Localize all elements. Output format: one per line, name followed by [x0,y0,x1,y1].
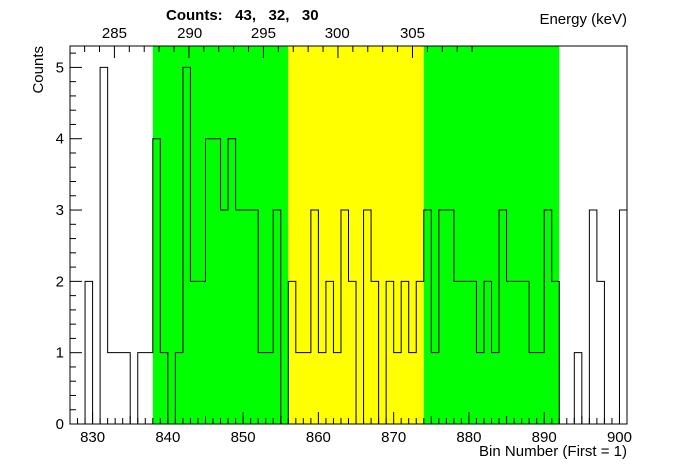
energy-tick-label: 300 [325,25,350,42]
x-tick-label: 880 [456,429,481,446]
x-tick-label: 890 [532,429,557,446]
histogram-line [70,66,627,425]
y-axis-label: Counts [30,46,47,94]
y-tick-label: 2 [56,273,64,290]
energy-tick-label: 285 [102,25,127,42]
energy-axis-label: Energy (keV) [539,11,627,28]
x-tick-label: 860 [306,429,331,446]
region-left [152,46,289,424]
region-right [423,46,560,424]
x-tick-label: 830 [80,429,105,446]
x-tick-label: 850 [231,429,256,446]
y-tick-label: 3 [56,202,64,219]
y-tick-label: 4 [56,131,64,148]
y-tick-label: 1 [56,345,64,362]
energy-tick-label: 290 [177,25,202,42]
x-tick-label: 840 [155,429,180,446]
x-axis-label: Bin Number (First = 1) [479,443,627,460]
chart-title: Counts: 43, 32, 30 [166,7,319,24]
y-tick-label: 0 [56,416,64,433]
y-tick-label: 5 [56,59,64,76]
energy-tick-label: 305 [400,25,425,42]
x-tick-label: 900 [607,429,632,446]
x-tick-label: 870 [381,429,406,446]
energy-tick-label: 295 [251,25,276,42]
